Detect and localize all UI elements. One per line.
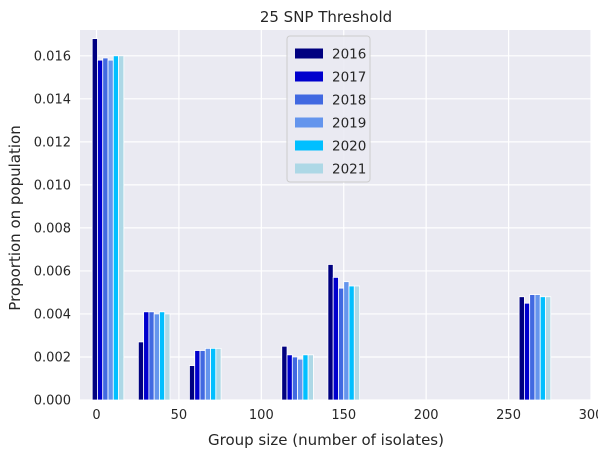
bar-2019-group-3 bbox=[204, 347, 211, 401]
y-tick-label: 0.008 bbox=[34, 221, 71, 236]
bar-2018-group-5 bbox=[338, 287, 345, 401]
legend-label-2018: 2018 bbox=[332, 93, 366, 109]
bar-2018-group-3 bbox=[199, 350, 206, 401]
bar-2016-group-2 bbox=[137, 341, 145, 401]
bar-2016-group-1 bbox=[91, 38, 98, 401]
bar-2017-group-3 bbox=[194, 350, 201, 401]
y-tick-label: 0.006 bbox=[34, 264, 71, 279]
bar-2020-group-1 bbox=[112, 55, 119, 401]
x-tick-label: 50 bbox=[171, 408, 188, 423]
bar-2019-group-6 bbox=[534, 294, 541, 401]
y-tick-label: 0.004 bbox=[34, 307, 71, 322]
y-tick-label: 0.012 bbox=[34, 135, 71, 150]
bar-2020-group-4 bbox=[302, 354, 309, 401]
bar-2020-group-6 bbox=[539, 296, 546, 401]
x-tick-labels: 0 50 100 150 200 250 300 bbox=[92, 408, 598, 423]
x-tick-label: 200 bbox=[414, 408, 439, 423]
bars bbox=[91, 38, 552, 401]
bar-2016-group-3 bbox=[189, 365, 196, 401]
y-tick-label: 0.016 bbox=[34, 49, 71, 64]
chart-title: 25 SNP Threshold bbox=[260, 8, 392, 26]
legend-label-2021: 2021 bbox=[332, 162, 366, 178]
y-tick-label: 0.000 bbox=[34, 394, 71, 409]
bar-2017-group-6 bbox=[524, 302, 531, 401]
x-tick-label: 150 bbox=[331, 408, 356, 423]
bar-2017-group-4 bbox=[286, 354, 293, 401]
y-axis-label: Proportion on population bbox=[6, 125, 24, 310]
x-tick-label: 250 bbox=[496, 408, 521, 423]
x-tick-label: 300 bbox=[579, 408, 598, 423]
bar-2021-group-5 bbox=[353, 285, 360, 401]
bar-2019-group-1 bbox=[107, 59, 114, 401]
bar-2016-group-6 bbox=[518, 296, 525, 401]
legend-swatch-2019 bbox=[295, 117, 323, 128]
bar-2017-group-1 bbox=[97, 59, 104, 401]
legend-swatch-2017 bbox=[295, 71, 323, 82]
bar-2019-group-5 bbox=[343, 281, 350, 401]
y-tick-label: 0.002 bbox=[34, 350, 71, 365]
legend-label-2017: 2017 bbox=[332, 70, 366, 86]
bar-2016-group-5 bbox=[327, 264, 334, 401]
bar-2017-group-2 bbox=[143, 311, 150, 401]
bar-2019-group-2 bbox=[153, 313, 160, 401]
bar-2018-group-4 bbox=[291, 356, 298, 401]
bar-2018-group-2 bbox=[148, 311, 155, 401]
y-tick-labels: 0.000 0.002 0.004 0.006 0.008 0.010 0.012 0.014… bbox=[34, 49, 71, 408]
x-tick-label: 100 bbox=[249, 408, 274, 423]
bar-2017-group-5 bbox=[332, 276, 339, 401]
bar-2019-group-4 bbox=[297, 358, 304, 401]
bar-2021-group-3 bbox=[215, 347, 222, 401]
legend-swatch-2018 bbox=[295, 94, 323, 105]
bar-2020-group-2 bbox=[159, 311, 166, 401]
bar-2021-group-4 bbox=[307, 354, 314, 401]
bar-2016-group-4 bbox=[281, 345, 288, 401]
legend-swatch-2020 bbox=[295, 140, 323, 151]
bar-2021-group-6 bbox=[545, 296, 552, 401]
bar-2020-group-5 bbox=[348, 285, 355, 401]
legend-label-2016: 2016 bbox=[332, 47, 366, 63]
x-axis-label: Group size (number of isolates) bbox=[208, 431, 444, 449]
legend-label-2020: 2020 bbox=[332, 139, 366, 155]
bar-2020-group-3 bbox=[210, 347, 217, 401]
legend-swatch-2021 bbox=[295, 163, 323, 174]
y-tick-label: 0.014 bbox=[34, 92, 71, 107]
y-tick-label: 0.010 bbox=[34, 178, 71, 193]
bar-2018-group-6 bbox=[529, 294, 536, 401]
x-tick-label: 0 bbox=[92, 408, 100, 423]
legend-swatch-2016 bbox=[295, 48, 323, 59]
bar-2021-group-2 bbox=[164, 313, 171, 401]
legend-label-2019: 2019 bbox=[332, 116, 366, 132]
legend: 2016 2017 2018 2019 2020 2021 bbox=[286, 35, 371, 183]
bar-2018-group-1 bbox=[102, 57, 109, 401]
bar-2021-group-1 bbox=[118, 55, 125, 401]
